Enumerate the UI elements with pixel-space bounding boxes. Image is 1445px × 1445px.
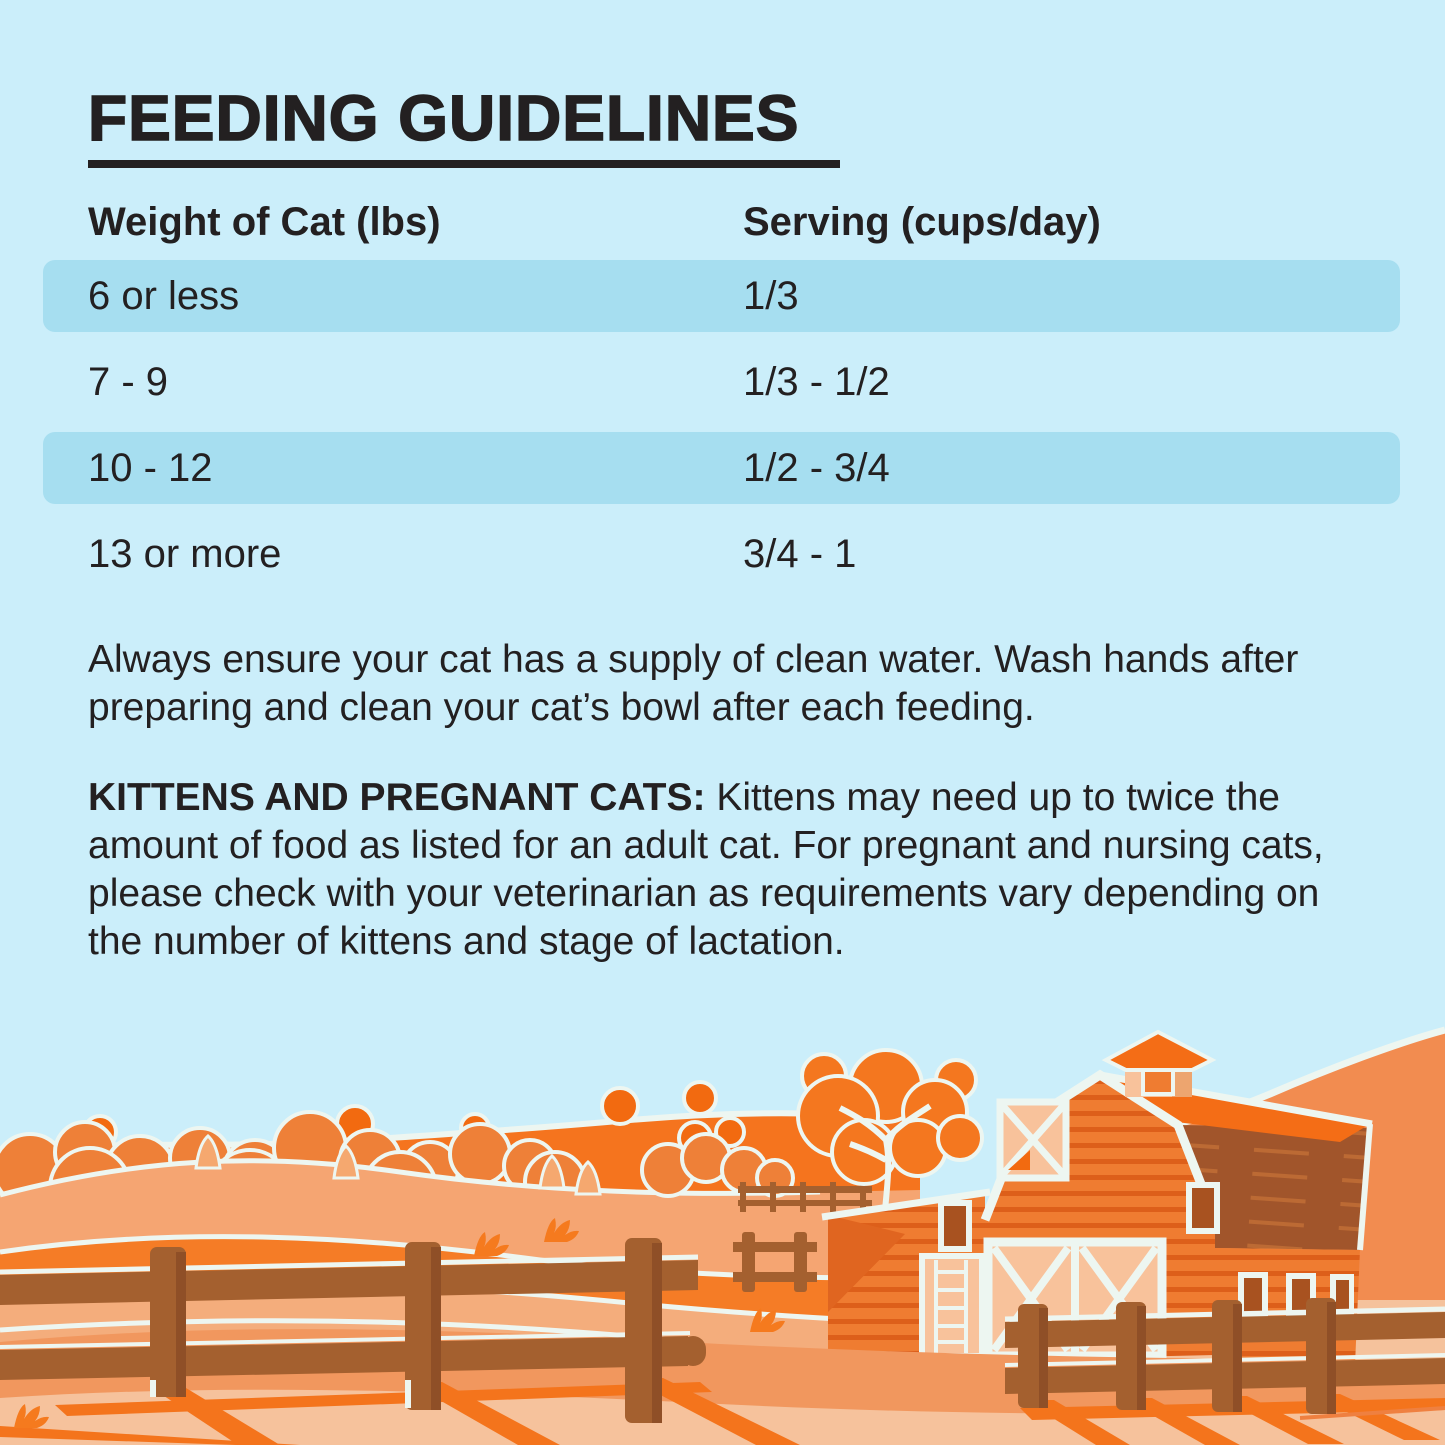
kittens-note-label: KITTENS AND PREGNANT CATS: (88, 776, 706, 819)
serving-cell: 1/3 - 1/2 (743, 359, 890, 404)
serving-cell: 3/4 - 1 (743, 531, 857, 576)
cupola-roof (1101, 1029, 1217, 1072)
kittens-note-text: Kittens may need up to twice the amount … (88, 776, 1324, 963)
table-row: 13 or more 3/4 - 1 (43, 518, 1400, 590)
tree (796, 1048, 984, 1211)
mid-fence (733, 1232, 817, 1292)
barn-window-right (1186, 1182, 1220, 1234)
tree-branches (838, 1103, 932, 1211)
column-header-serving: Serving (cups/day) (743, 200, 1101, 244)
serving-cell: 1/3 (743, 273, 799, 318)
weight-cell: 10 - 12 (88, 445, 213, 490)
farm-illustration (0, 1026, 1445, 1445)
serving-cell: 1/2 - 3/4 (743, 445, 890, 490)
barn-window-left (938, 1200, 972, 1252)
table-row: 7 - 9 1/3 - 1/2 (43, 346, 1400, 418)
weight-cell: 13 or more (88, 531, 282, 576)
panel-content: FEEDING GUIDELINES Weight of Cat (lbs) S… (43, 82, 1400, 966)
table-row: 6 or less 1/3 (43, 260, 1400, 332)
right-fence (1004, 1298, 1445, 1414)
cupola (1101, 1029, 1217, 1097)
column-header-weight: Weight of Cat (lbs) (88, 200, 441, 244)
feeding-table: 6 or less 1/3 7 - 9 1/3 - 1/2 10 - 12 1/2 - 3… (43, 260, 1400, 590)
ladder-door (919, 1253, 985, 1359)
water-note: Always ensure your cat has a supply of c… (88, 638, 1299, 729)
hay-door (996, 1098, 1070, 1182)
table-row: 10 - 12 1/2 - 3/4 (43, 432, 1400, 504)
hay-door-arrow (1008, 1150, 1030, 1170)
bushes (640, 1116, 795, 1198)
fence-shadows (0, 1378, 1445, 1445)
weight-cell: 6 or less (88, 273, 240, 318)
kittens-note: KITTENS AND PREGNANT CATS: Kittens may n… (88, 774, 1363, 966)
roof-right-trim (1357, 1123, 1373, 1251)
distant-fence (738, 1182, 872, 1212)
tree-shadow-on-barn (828, 1215, 905, 1312)
left-fence (0, 1238, 706, 1423)
left-eave-trim (821, 1188, 991, 1221)
page-title: FEEDING GUIDELINES (87, 82, 800, 154)
weight-cell: 7 - 9 (88, 359, 169, 404)
title-underline (88, 160, 840, 168)
table-header: Weight of Cat (lbs) Serving (cups/day) (88, 200, 1378, 244)
roof-dark-face (1178, 1125, 1370, 1250)
